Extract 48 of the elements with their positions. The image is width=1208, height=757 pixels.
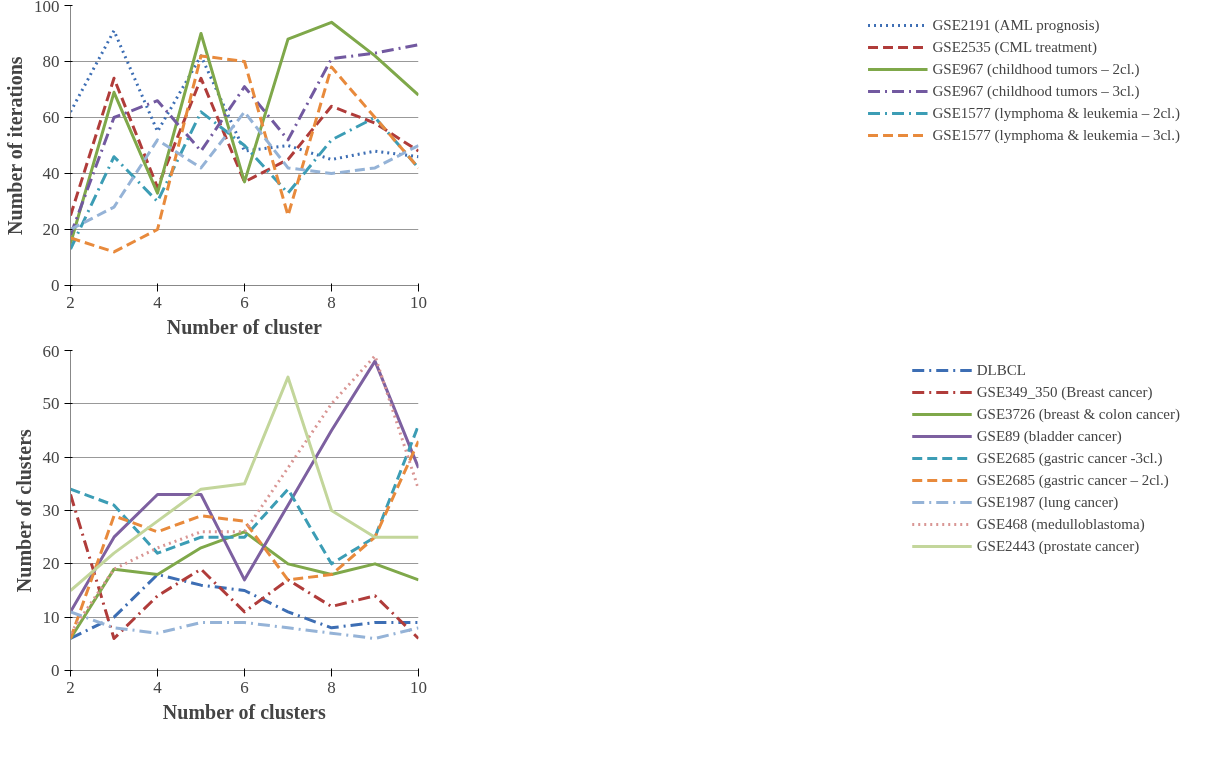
y-tick-label: 100: [34, 0, 60, 16]
y-tick-label: 30: [42, 501, 60, 520]
legend-label: GSE2685 (gastric cancer – 2cl.): [976, 471, 1169, 489]
x-tick-label: 10: [410, 292, 427, 312]
y-tick-label: 0: [51, 276, 60, 295]
y-tick-label: 20: [42, 220, 60, 239]
legend-label: GSE2191 (AML prognosis): [932, 16, 1100, 34]
y-axis-title: Number of iterations: [4, 56, 26, 235]
legend-label: GSE2535 (CML treatment): [932, 38, 1097, 56]
y-tick-label: 40: [42, 164, 60, 183]
y-tick-label: 50: [42, 394, 60, 414]
line-series: [70, 610, 419, 640]
y-axis-title: Number of clusters: [12, 428, 35, 593]
x-tick-label: 4: [153, 677, 163, 697]
legend-label: GSE1577 (lymphoma & leukemia – 3cl.): [932, 126, 1180, 144]
legend-label: GSE1577 (lymphoma & leukemia – 2cl.): [932, 104, 1180, 122]
x-tick-label: 2: [66, 677, 75, 697]
line-series: [70, 573, 419, 640]
x-tick-label: 6: [240, 677, 249, 697]
line-series: [70, 439, 419, 640]
legend-label: DLBCL: [976, 361, 1026, 379]
y-tick-label: 40: [42, 447, 60, 467]
x-tick-label: 8: [327, 677, 336, 697]
x-axis-title: Number of clusters: [162, 700, 327, 723]
x-tick-label: 6: [240, 292, 249, 312]
legend-label: GSE967 (childhood tumors – 3cl.): [932, 82, 1140, 100]
x-axis-title: Number of cluster: [166, 315, 323, 338]
legend-label: GSE468 (medulloblastoma): [976, 515, 1145, 533]
y-tick-label: 60: [42, 341, 60, 361]
y-tick-label: 20: [42, 554, 60, 574]
y-tick-label: 0: [51, 661, 60, 680]
y-tick-label: 60: [42, 108, 60, 127]
x-tick-label: 8: [327, 292, 336, 312]
y-tick-label: 80: [42, 52, 60, 71]
x-tick-label: 10: [410, 677, 427, 697]
x-tick-label: 2: [66, 292, 75, 312]
legend-label: GSE349_350 (Breast cancer): [976, 383, 1153, 401]
legend-label: GSE3726 (breast & colon cancer): [976, 405, 1180, 423]
legend-label: GSE967 (childhood tumors – 2cl.): [932, 60, 1140, 78]
y-tick-label: 10: [42, 607, 60, 627]
x-tick-label: 4: [153, 292, 163, 312]
legend-label: GSE89 (bladder cancer): [976, 427, 1122, 445]
line-series: [70, 29, 419, 161]
legend-label: GSE2685 (gastric cancer -3cl.): [976, 449, 1163, 467]
legend-label: GSE1987 (lung cancer): [976, 493, 1119, 511]
legend-label: GSE2443 (prostate cancer): [976, 537, 1140, 555]
line-series: [70, 76, 419, 217]
line-series: [70, 493, 419, 640]
